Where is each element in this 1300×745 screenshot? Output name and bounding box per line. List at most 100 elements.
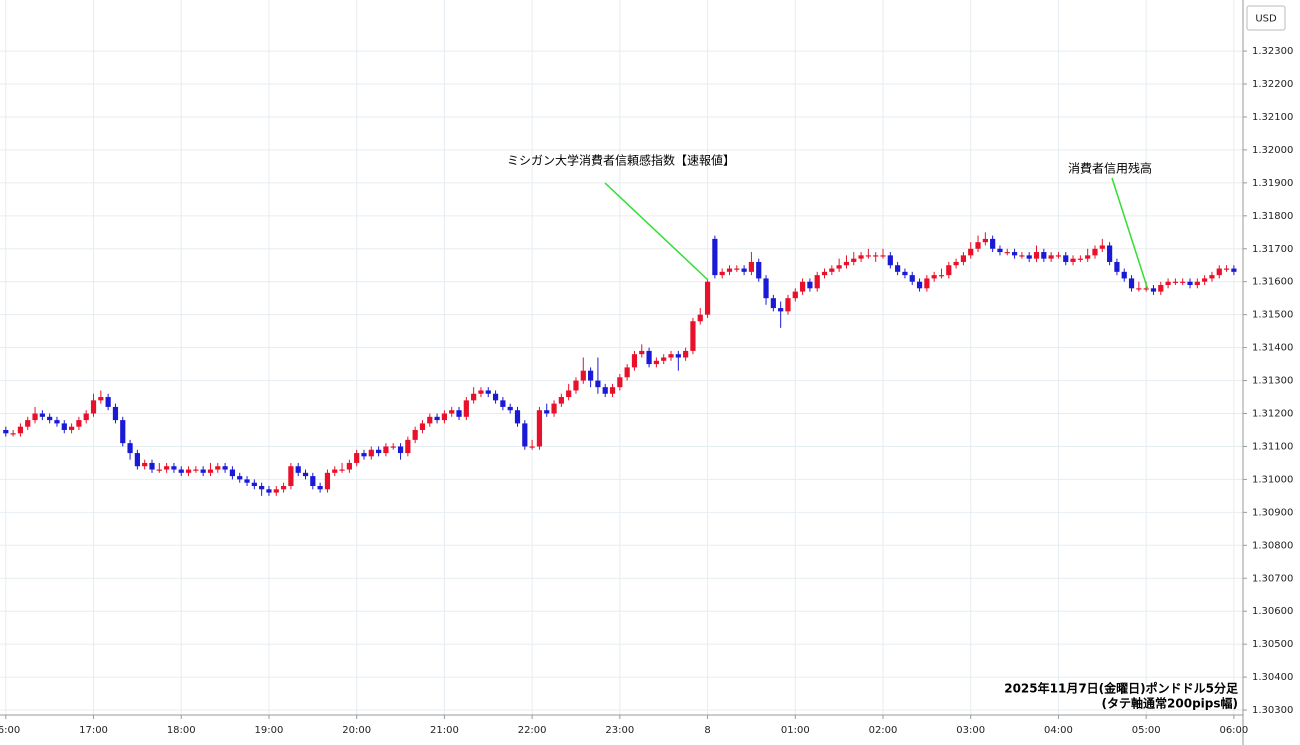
candle-body (946, 265, 952, 276)
y-tick-label: 1.32100 (1252, 112, 1293, 123)
candle-body (843, 261, 850, 266)
candle-body (120, 420, 126, 444)
candle-body (836, 265, 842, 269)
candle-body (427, 416, 433, 424)
y-tick-label: 1.31400 (1252, 343, 1293, 354)
candle-body (500, 400, 506, 407)
annotation-pointer (1111, 177, 1149, 291)
candle-body (354, 453, 360, 463)
candle-body (1033, 252, 1040, 259)
candle-body (851, 258, 857, 262)
candle-body (332, 469, 338, 473)
candle-body (690, 321, 696, 351)
candle-body (68, 426, 75, 430)
candle-body (997, 248, 1003, 253)
candle-body (25, 420, 31, 427)
candle-body (514, 410, 521, 424)
candle-body (185, 469, 192, 473)
x-tick-label: 04:00 (1044, 725, 1073, 736)
candle-body (931, 275, 937, 279)
candle-body (280, 486, 287, 490)
candle-body (368, 449, 374, 457)
candle-body (1055, 255, 1062, 257)
candle-body (799, 281, 806, 292)
candle-body (376, 449, 382, 454)
candle-body (975, 242, 981, 249)
candle-body (54, 420, 60, 424)
candle-body (1165, 281, 1171, 286)
candle-body (222, 466, 228, 470)
candle-body (1187, 281, 1193, 286)
candle-body (924, 278, 930, 289)
y-tick-label: 1.30800 (1252, 540, 1293, 551)
candle-body (1121, 271, 1127, 279)
candle-body (207, 469, 214, 473)
candle-body (580, 370, 586, 381)
candle-body (953, 261, 959, 266)
y-tick-label: 1.31600 (1252, 277, 1293, 288)
grid (0, 0, 1243, 715)
candle-body (1077, 258, 1083, 260)
candle-body (697, 314, 703, 322)
candle-body (1150, 288, 1157, 292)
candle-body (1128, 278, 1135, 289)
candle-body (390, 446, 396, 448)
y-tick-label: 1.31000 (1252, 474, 1293, 485)
candle-body (595, 380, 601, 388)
candle-body (259, 486, 265, 490)
candle-body (858, 255, 864, 259)
candle-body (339, 469, 345, 471)
x-tick-label: 03:00 (956, 725, 985, 736)
candle-body (310, 476, 316, 487)
candle-body (639, 350, 645, 355)
candle-body (317, 486, 323, 490)
candle-body (485, 390, 491, 394)
candle-body (215, 466, 221, 470)
annotation: 消費者信用残高 (1068, 161, 1152, 176)
candle-body (83, 413, 89, 421)
candle-body (1158, 285, 1164, 292)
candle-body (1011, 252, 1018, 256)
y-tick-label: 1.32300 (1252, 46, 1293, 57)
y-tick-label: 1.30600 (1252, 606, 1293, 617)
x-tick-label: 16:00 (0, 725, 20, 736)
candle-body (1070, 258, 1076, 262)
y-tick-label: 1.31200 (1252, 409, 1293, 420)
y-tick-label: 1.30500 (1252, 639, 1293, 650)
candle-body (244, 479, 250, 483)
candle-body (909, 275, 915, 282)
y-tick-label: 1.31800 (1252, 211, 1293, 222)
candle-body (412, 429, 418, 440)
x-tick-label: 18:00 (167, 725, 196, 736)
candle-body (522, 423, 528, 447)
candle-body (273, 489, 279, 493)
candle-body (266, 489, 272, 493)
candle-body (566, 390, 572, 398)
y-tick-label: 1.31700 (1252, 244, 1293, 255)
candle-body (98, 397, 104, 401)
y-tick-label: 1.30700 (1252, 573, 1293, 584)
candle-body (324, 472, 331, 490)
candle-body (383, 446, 389, 454)
candle-body (302, 472, 309, 477)
candle-body (748, 261, 755, 272)
candle-body (76, 420, 82, 427)
candle-body (778, 308, 784, 312)
candle-body (982, 238, 988, 243)
candle-body (3, 429, 9, 434)
candle-body (288, 466, 294, 487)
y-tick-label: 1.30300 (1252, 705, 1293, 716)
candle-body (938, 275, 945, 277)
x-tick-label: 20:00 (342, 725, 371, 736)
candle-body (807, 281, 813, 289)
candles (3, 232, 1237, 496)
candle-body (529, 446, 535, 448)
candle-body (1194, 281, 1200, 286)
candle-body (251, 482, 257, 487)
candle-body (551, 403, 557, 414)
candle-body (544, 410, 550, 414)
x-tick-label: 23:00 (605, 725, 634, 736)
candle-body (346, 462, 352, 470)
